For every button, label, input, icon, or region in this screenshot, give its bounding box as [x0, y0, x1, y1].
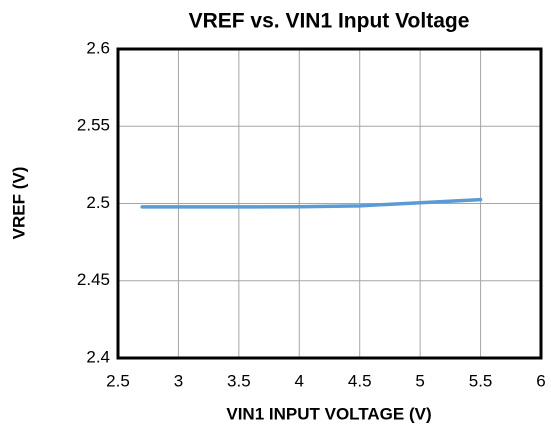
y-tick-label: 2.6 [86, 38, 110, 57]
x-axis-label: VIN1 INPUT VOLTAGE (V) [226, 404, 431, 423]
chart-title: VREF vs. VIN1 Input Voltage [189, 10, 470, 33]
y-tick-label: 2.4 [86, 347, 110, 366]
x-tick-label: 6 [536, 371, 545, 390]
x-tick-label: 3.5 [227, 371, 251, 390]
x-tick-label: 4 [295, 371, 304, 390]
x-tick-label: 3 [174, 371, 183, 390]
x-tick-label: 5 [415, 371, 424, 390]
y-tick-label: 2.55 [77, 116, 110, 135]
y-tick-label: 2.5 [86, 193, 110, 212]
y-axis-label: VREF (V) [9, 167, 28, 240]
data-line [140, 197, 483, 209]
x-tick-label: 5.5 [469, 371, 493, 390]
y-tick-label: 2.45 [77, 270, 110, 289]
plot-border [116, 47, 543, 360]
x-tick-label: 2.5 [106, 371, 130, 390]
x-tick-label: 4.5 [348, 371, 372, 390]
